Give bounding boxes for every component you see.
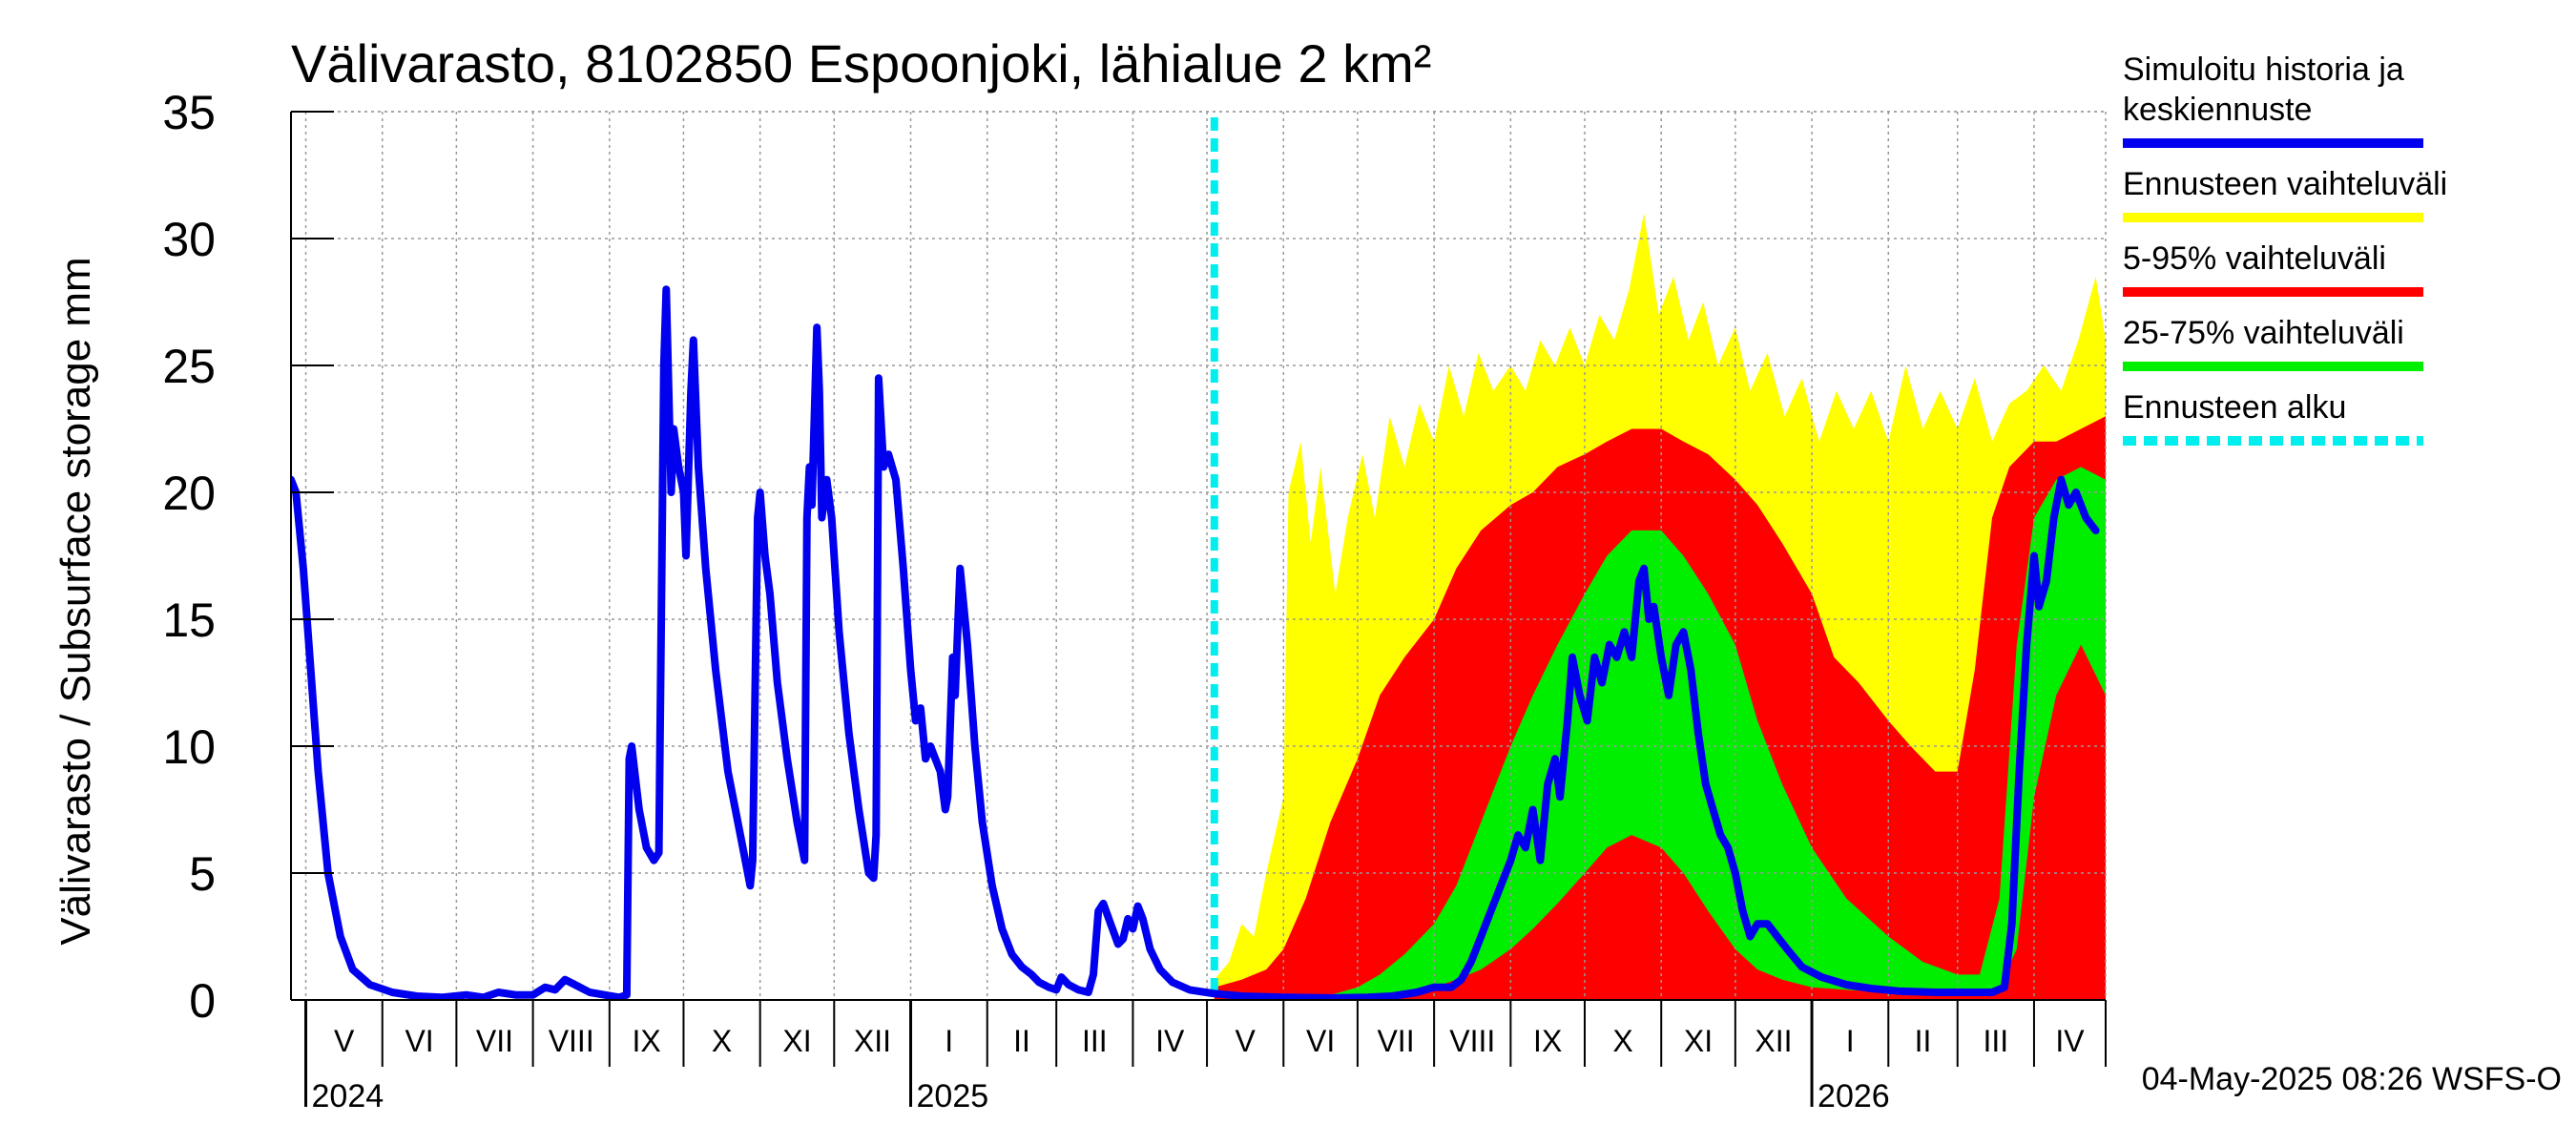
month-label: VI <box>1306 1024 1335 1058</box>
month-label: X <box>712 1024 732 1058</box>
legend-label: keskiennuste <box>2123 92 2312 128</box>
month-label: II <box>1013 1024 1030 1058</box>
month-label: XII <box>1755 1024 1792 1058</box>
y-tick-label: 10 <box>162 720 216 774</box>
mean-series <box>291 285 2100 1000</box>
y-tick-label: 0 <box>189 974 216 1028</box>
y-tick-label: 20 <box>162 467 216 520</box>
legend-label: 5-95% vaihteluväli <box>2123 240 2386 277</box>
y-tick-label: 15 <box>162 593 216 647</box>
month-label: I <box>1846 1024 1855 1058</box>
month-label: VII <box>1377 1024 1414 1058</box>
month-label: IX <box>1533 1024 1562 1058</box>
legend-label: Ennusteen alku <box>2123 389 2346 426</box>
axes <box>290 111 2107 1001</box>
month-label: XII <box>854 1024 891 1058</box>
legend-label: Ennusteen vaihteluväli <box>2123 166 2447 202</box>
y-tick-label: 30 <box>162 213 216 266</box>
legend: Simuloitu historia ja keskiennuste Ennuste… <box>2123 52 2447 446</box>
y-tick-label: 25 <box>162 340 216 393</box>
month-label: IV <box>1155 1024 1185 1058</box>
month-label: X <box>1612 1024 1632 1058</box>
y-tick-label: 5 <box>189 847 216 901</box>
month-label: VIII <box>1449 1024 1495 1058</box>
y-tick-label: 35 <box>162 86 216 139</box>
year-label: 2024 <box>312 1078 384 1114</box>
month-label: XI <box>1684 1024 1713 1058</box>
month-label: I <box>945 1024 953 1058</box>
month-label: VI <box>405 1024 433 1058</box>
month-label: III <box>1984 1024 2009 1058</box>
grid-lines <box>291 111 2106 1000</box>
band-p25-75 <box>1330 467 2106 1000</box>
legend-label: 25-75% vaihteluväli <box>2123 315 2404 351</box>
y-axis-label: Välivarasto / Subsurface storage mm <box>52 257 99 945</box>
legend-label: Simuloitu historia ja <box>2123 52 2404 88</box>
month-label: IV <box>2055 1024 2085 1058</box>
year-label: 2025 <box>917 1078 989 1114</box>
month-label: II <box>1915 1024 1932 1058</box>
timestamp-footer: 04-May-2025 08:26 WSFS-O <box>2142 1061 2562 1097</box>
month-label: VII <box>476 1024 513 1058</box>
month-label: XI <box>782 1024 811 1058</box>
chart-title: Välivarasto, 8102850 Espoonjoki, lähialu… <box>291 33 1431 94</box>
forecast-bands <box>1214 213 2106 1000</box>
month-label: VIII <box>549 1024 594 1058</box>
month-label: V <box>1235 1024 1256 1058</box>
year-label: 2026 <box>1818 1078 1890 1114</box>
series-line-mean <box>291 285 2100 1000</box>
month-label: V <box>334 1024 355 1058</box>
month-label: III <box>1082 1024 1108 1058</box>
month-label: IX <box>633 1024 661 1058</box>
